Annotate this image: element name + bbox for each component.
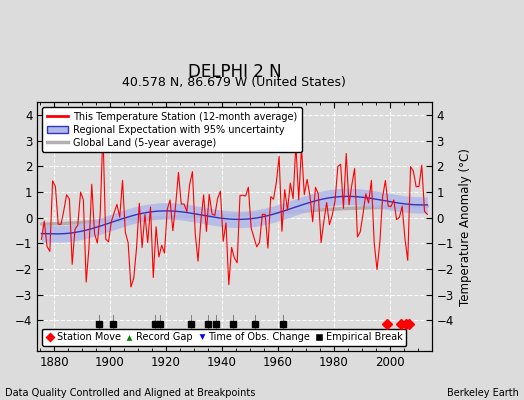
Text: Berkeley Earth: Berkeley Earth <box>447 388 519 398</box>
Title: DELPHI 2 N: DELPHI 2 N <box>188 63 281 81</box>
Y-axis label: Temperature Anomaly (°C): Temperature Anomaly (°C) <box>460 148 472 306</box>
Text: Data Quality Controlled and Aligned at Breakpoints: Data Quality Controlled and Aligned at B… <box>5 388 256 398</box>
Legend: Station Move, Record Gap, Time of Obs. Change, Empirical Break: Station Move, Record Gap, Time of Obs. C… <box>42 328 407 346</box>
Text: 40.578 N, 86.679 W (United States): 40.578 N, 86.679 W (United States) <box>123 76 346 89</box>
